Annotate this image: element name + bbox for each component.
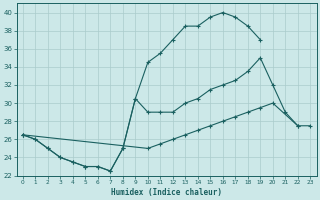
X-axis label: Humidex (Indice chaleur): Humidex (Indice chaleur) bbox=[111, 188, 222, 197]
